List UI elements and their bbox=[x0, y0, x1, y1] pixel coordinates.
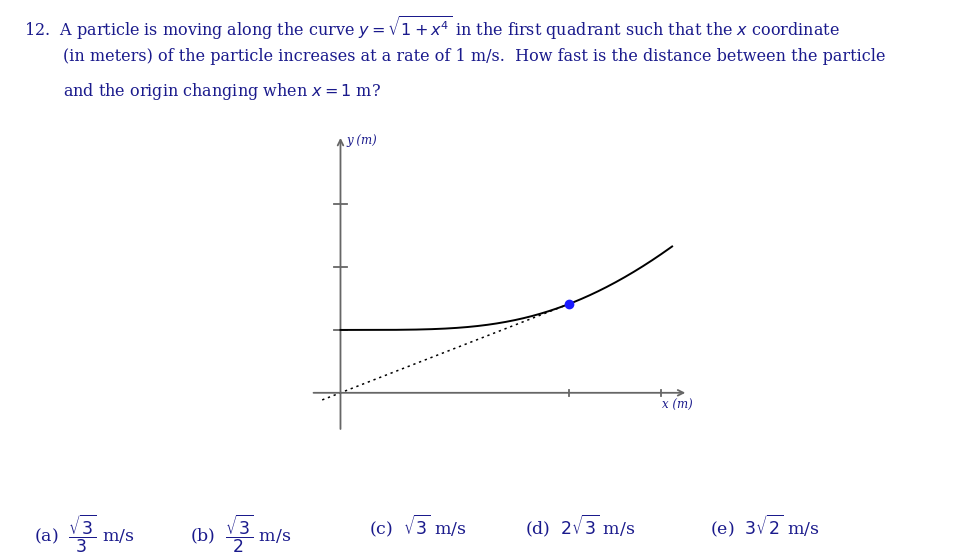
Text: (in meters) of the particle increases at a rate of 1 m/s.  How fast is the dista: (in meters) of the particle increases at… bbox=[63, 48, 885, 64]
Text: (e)  $3\sqrt{2}$ m/s: (e) $3\sqrt{2}$ m/s bbox=[710, 512, 819, 539]
Text: (a)  $\dfrac{\sqrt{3}}{3}$ m/s: (a) $\dfrac{\sqrt{3}}{3}$ m/s bbox=[34, 512, 135, 555]
Text: and the origin changing when $x = 1$ m?: and the origin changing when $x = 1$ m? bbox=[63, 81, 381, 102]
Text: (b)  $\dfrac{\sqrt{3}}{2}$ m/s: (b) $\dfrac{\sqrt{3}}{2}$ m/s bbox=[190, 512, 291, 555]
Text: (c)  $\sqrt{3}$ m/s: (c) $\sqrt{3}$ m/s bbox=[369, 512, 468, 539]
Text: y (m): y (m) bbox=[346, 134, 377, 147]
Text: x (m): x (m) bbox=[662, 399, 693, 412]
Text: (d)  $2\sqrt{3}$ m/s: (d) $2\sqrt{3}$ m/s bbox=[525, 512, 636, 539]
Text: 12.  A particle is moving along the curve $y = \sqrt{1 + x^4}$ in the first quad: 12. A particle is moving along the curve… bbox=[24, 14, 840, 42]
